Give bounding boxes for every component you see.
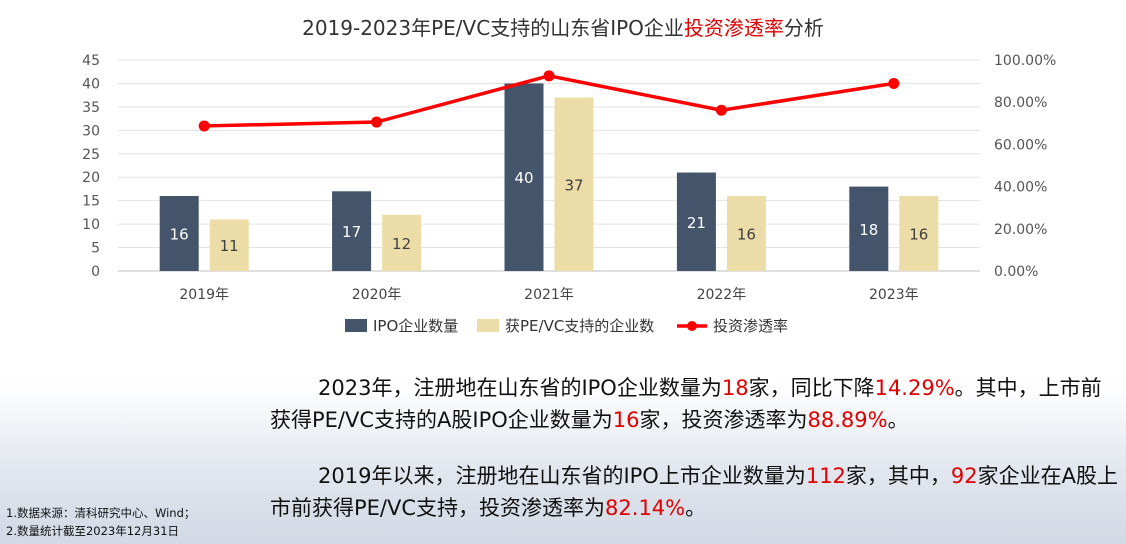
x-tick-label: 2020年 [352,287,402,303]
x-tick-label: 2019年 [179,287,229,303]
x-tick-label: 2023年 [869,287,919,303]
summary-paragraph-2023: 2023年，注册地在山东省的IPO企业数量为18家，同比下降14.29%。其中，… [270,376,1102,432]
source-notes: 1.数据来源：清科研究中心、Wind； 2.数量统计截至2023年12月31日 [6,504,195,540]
y-right-tick-label: 60.00% [994,137,1047,153]
y-left-tick-label: 35 [82,100,100,116]
value-yoy-decline: 14.29% [874,376,955,400]
bar-data-label: 16 [170,225,189,243]
y-right-tick-label: 20.00% [994,222,1047,238]
chart-title-suffix: 分析 [783,16,824,40]
chart-title-main: 2019-2023年PE/VC支持的山东省IPO企业 [302,16,684,40]
legend-swatch-pevc [477,319,499,332]
chart-title: 2019-2023年PE/VC支持的山东省IPO企业投资渗透率分析 [0,12,1126,41]
bar-ipo [159,195,199,271]
bar-data-label: 16 [909,225,928,243]
bar-data-label: 40 [514,169,533,187]
line-point [715,104,727,116]
y-left-tick-label: 40 [82,76,100,92]
bar-data-label: 17 [342,223,361,241]
legend-swatch-point [687,321,697,331]
line-point [888,77,900,89]
value-ipo-2023: 18 [721,376,749,400]
line-point [543,70,555,82]
value-penetration-2023: 88.89% [807,408,888,432]
value-pevc-total: 92 [950,464,978,488]
y-right-tick-label: 40.00% [994,180,1047,196]
bar-pevc [382,214,422,271]
x-tick-label: 2022年 [697,287,747,303]
y-left-tick-label: 30 [82,123,100,139]
bar-data-label: 37 [564,176,583,194]
value-pevc-2023: 16 [612,408,640,432]
x-tick-label: 2021年 [524,287,574,303]
chart-title-highlight: 投资渗透率 [683,16,784,40]
bar-pevc [899,195,939,271]
bar-pevc [726,195,766,271]
bar-pevc [209,219,249,271]
y-left-tick-label: 15 [82,194,100,210]
bar-ipo [849,186,889,271]
y-left-tick-label: 5 [91,241,100,257]
y-left-tick-label: 25 [82,147,100,163]
note-cutoff: 2.数量统计截至2023年12月31日 [6,524,180,538]
y-right-tick-label: 100.00% [994,53,1056,69]
y-left-tick-label: 10 [82,217,100,233]
bar-data-label: 16 [737,225,756,243]
line-point [371,116,383,128]
bar-ipo [332,191,372,271]
y-left-tick-label: 0 [91,264,100,280]
y-right-tick-label: 0.00% [994,264,1038,280]
y-left-tick-label: 20 [82,170,100,186]
value-ipo-total: 112 [805,464,846,488]
bar-data-label: 21 [687,214,706,232]
note-source: 1.数据来源：清科研究中心、Wind； [6,506,196,520]
value-penetration-total: 82.14% [605,496,686,520]
bar-data-label: 11 [220,237,239,255]
bar-ipo [504,83,544,271]
legend-label: 投资渗透率 [713,317,788,335]
combo-chart: 0 5 10 15 20 25 30 35 40 45 0.00% 20.00% 40.00% 60.00… [82,53,1056,335]
legend-label: 获PE/VC支持的企业数 [505,317,654,335]
bar-data-label: 18 [859,221,878,239]
line-point [198,120,210,132]
y-right-tick-label: 80.00% [994,95,1047,111]
y-left-tick-label: 45 [82,53,100,69]
bar-data-label: 12 [392,235,411,253]
bar-pevc [554,97,594,271]
summary-paragraph-since-2019: 2019年以来，注册地在山东省的IPO上市企业数量为112家，其中，92家企业在… [270,464,1119,520]
legend-label: IPO企业数量 [373,317,458,335]
bar-ipo [676,172,716,271]
legend-swatch-ipo [345,319,367,332]
